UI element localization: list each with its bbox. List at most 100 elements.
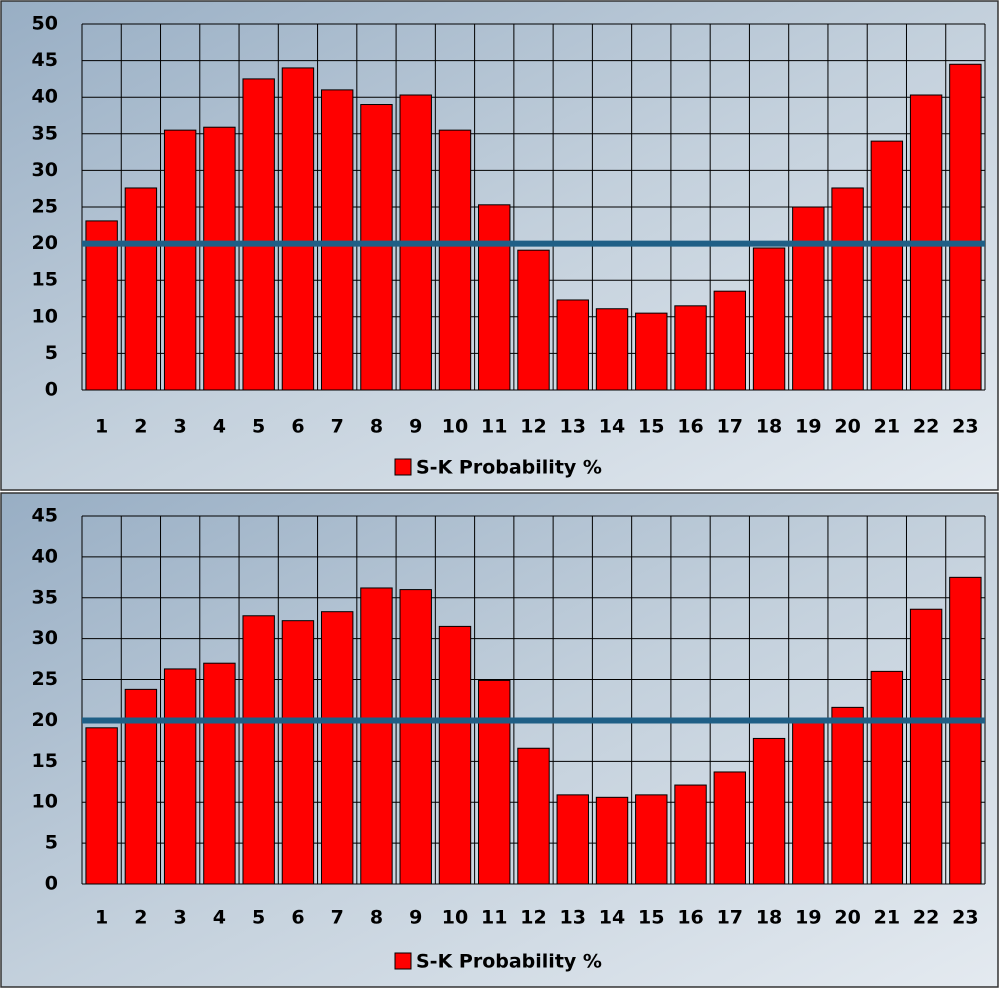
x-tick-label: 7 [331,416,344,438]
y-tick-label: 20 [32,709,58,731]
y-tick-label: 5 [45,342,58,364]
x-tick-label: 3 [174,907,187,929]
x-tick-label: 14 [599,416,625,438]
bar [595,796,629,885]
x-tick-label: 4 [213,907,226,929]
bar [870,670,904,885]
x-tick-label: 17 [717,907,743,929]
y-tick-label: 40 [32,86,58,108]
y-tick-label: 30 [32,159,58,181]
x-tick-label: 16 [677,416,703,438]
x-tick-label: 23 [952,416,978,438]
x-tick-label: 22 [913,416,939,438]
bar [320,89,354,391]
bar [124,187,158,391]
y-tick-label: 40 [32,545,58,567]
bar [242,615,275,885]
x-tick-label: 6 [291,416,304,438]
y-tick-label: 30 [32,627,58,649]
x-tick-label: 5 [252,416,265,438]
bar [909,608,943,885]
bar [792,206,825,391]
y-tick-label: 0 [45,379,58,401]
bar [85,727,118,885]
bar [320,611,354,885]
x-tick-label: 4 [213,416,226,438]
x-tick-label: 20 [834,907,860,929]
x-tick-label: 9 [409,907,422,929]
bar [949,63,982,391]
x-tick-label: 14 [599,907,625,929]
bar [635,312,668,391]
bar [713,771,747,885]
x-tick-label: 1 [95,907,108,929]
bar [556,794,589,885]
x-tick-label: 23 [952,907,978,929]
bar [674,305,707,391]
bar [281,620,315,885]
y-tick-label: 45 [32,505,58,527]
x-tick-label: 10 [442,907,468,929]
bar [752,247,786,391]
bar [674,784,707,885]
y-tick-label: 25 [32,668,58,690]
x-tick-label: 13 [560,907,586,929]
y-tick-label: 20 [32,232,58,254]
x-tick-label: 15 [638,907,664,929]
y-tick-label: 15 [32,269,58,291]
bar [478,204,511,391]
bar [360,104,393,391]
x-tick-label: 18 [756,907,782,929]
legend-swatch [394,952,412,970]
x-tick-label: 20 [834,416,860,438]
x-tick-label: 7 [331,907,344,929]
bar [870,140,904,391]
legend-label: S-K Probability % [416,951,602,973]
bar [792,718,825,885]
bar [713,290,747,391]
bar [517,747,550,885]
y-tick-label: 0 [45,873,58,895]
y-tick-label: 10 [32,305,58,327]
bar [831,187,864,391]
bar [752,737,786,885]
bar [281,67,315,391]
y-tick-label: 15 [32,750,58,772]
bar [595,308,629,391]
x-tick-label: 19 [795,416,821,438]
x-tick-label: 21 [874,416,900,438]
x-tick-label: 16 [677,907,703,929]
bar [163,129,197,391]
x-tick-label: 2 [134,907,147,929]
x-tick-label: 6 [291,907,304,929]
y-tick-label: 50 [32,13,58,35]
y-tick-label: 35 [32,122,58,144]
y-tick-label: 25 [32,196,58,218]
x-tick-label: 5 [252,907,265,929]
x-tick-label: 21 [874,907,900,929]
bar [438,625,472,885]
bar [517,249,550,391]
bar [203,662,236,885]
y-tick-label: 5 [45,832,58,854]
x-tick-label: 10 [442,416,468,438]
x-tick-label: 9 [409,416,422,438]
x-tick-label: 22 [913,907,939,929]
x-tick-label: 19 [795,907,821,929]
bar [478,679,511,885]
bar [949,576,982,885]
x-tick-label: 13 [560,416,586,438]
bar [85,220,118,391]
x-tick-label: 11 [481,416,507,438]
x-tick-label: 2 [134,416,147,438]
x-tick-label: 12 [520,907,546,929]
x-tick-label: 1 [95,416,108,438]
bar [163,668,197,885]
x-tick-label: 11 [481,907,507,929]
y-tick-label: 45 [32,49,58,71]
bar [438,129,472,391]
bar [399,589,432,885]
y-tick-label: 35 [32,586,58,608]
x-tick-label: 18 [756,416,782,438]
